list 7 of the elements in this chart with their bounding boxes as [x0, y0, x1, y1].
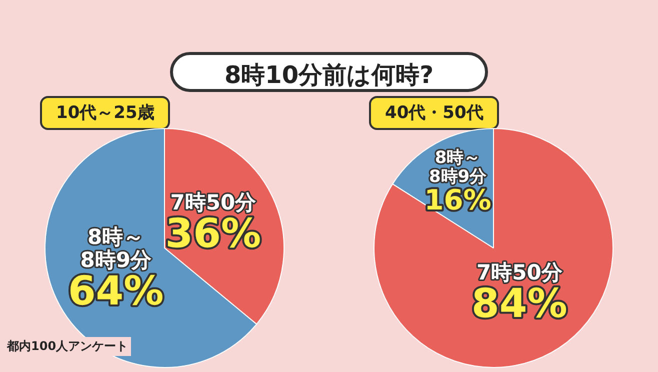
- chart-subtitle: 10代～25歳: [40, 96, 170, 130]
- chart-title: 8時10分前は何時?: [170, 52, 488, 92]
- slice-label: 7時50分: [170, 190, 258, 215]
- slice-label: 7時50分: [476, 260, 564, 285]
- text: 都内100人アンケート: [4, 337, 132, 356]
- slice-label: 8時～ 8時9分: [80, 224, 152, 272]
- chart-subtitle: 40代・50代: [369, 96, 500, 130]
